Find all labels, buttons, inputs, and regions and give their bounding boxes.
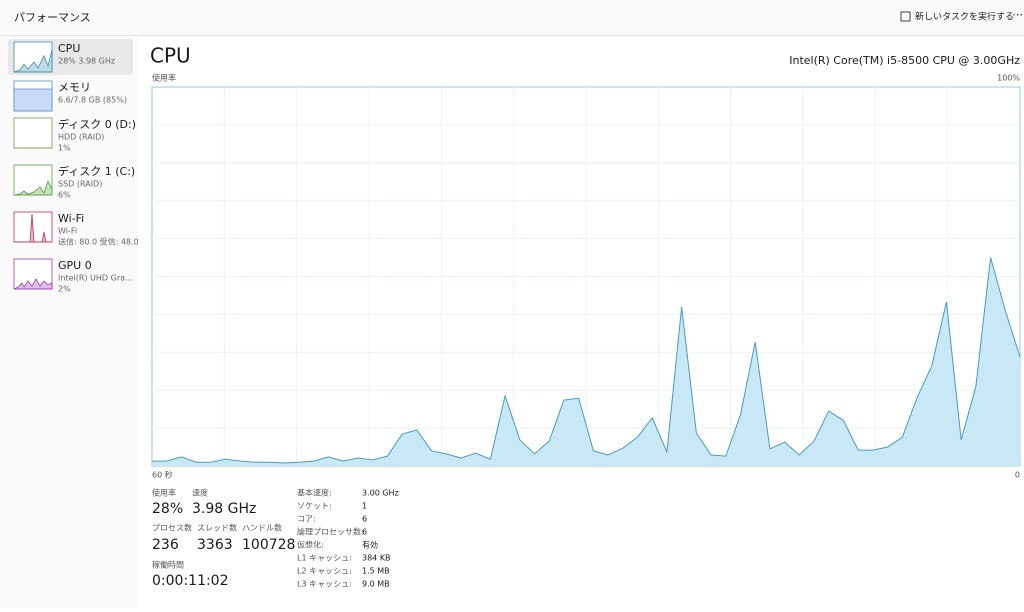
detail-value: 9.0 MB xyxy=(362,580,390,589)
thumbnail-graph xyxy=(13,278,53,290)
page-title: パフォーマンス xyxy=(14,11,91,24)
item-detail: 1% xyxy=(58,144,71,153)
stat-label: 速度 xyxy=(192,488,208,498)
thumbnail-graph xyxy=(13,49,53,73)
stat-label: ハンドル数 xyxy=(242,523,282,533)
detail-value: 6 xyxy=(362,528,367,537)
item-name: メモリ xyxy=(58,81,91,94)
item-name: ディスク 1 (C:) xyxy=(58,164,135,178)
item-detail: HDD (RAID) xyxy=(58,133,104,142)
detail-value: 3.00 GHz xyxy=(362,489,399,498)
run-task-icon[interactable] xyxy=(900,11,911,22)
stat-value: 100728 xyxy=(242,537,295,553)
item-detail: 6.6/7.8 GB (85%) xyxy=(58,96,127,105)
item-detail: 28% 3.98 GHz xyxy=(58,57,115,66)
detail-label: L1 キャッシュ: xyxy=(297,554,352,563)
thumbnail-graph xyxy=(13,88,53,112)
item-name: ディスク 0 (D:) xyxy=(58,117,136,131)
x-left-label: 60 秒 xyxy=(152,470,173,480)
thumbnail-graph xyxy=(14,213,52,243)
detail-value: 1 xyxy=(362,502,367,511)
detail-value: 有効 xyxy=(362,540,378,550)
item-detail: Wi-Fi xyxy=(58,227,77,236)
item-detail: 送信: 80.0 受信: 48.0 xyxy=(58,237,139,247)
cpu-name: Intel(R) Core(TM) i5-8500 CPU @ 3.00GHz xyxy=(789,54,1020,67)
detail-label: コア: xyxy=(297,515,316,524)
more-button[interactable]: ⋯ xyxy=(1012,8,1023,21)
detail-label: L3 キャッシュ: xyxy=(297,580,352,589)
item-detail: 2% xyxy=(58,285,71,294)
detail-value: 6 xyxy=(362,515,367,524)
stat-value: 3363 xyxy=(197,537,233,553)
item-detail: 6% xyxy=(58,191,71,200)
stat-label: スレッド数 xyxy=(197,523,237,533)
item-detail: Intel(R) UHD Gra... xyxy=(58,274,133,283)
item-name: Wi-Fi xyxy=(58,212,84,225)
stat-label: プロセス数 xyxy=(152,523,192,533)
sidebar: CPU 28% 3.98 GHz メモリ 6.6/7.8 GB (85%) ディスク 0… xyxy=(13,41,139,294)
run-task-button[interactable]: 新しいタスクを実行する xyxy=(915,11,1014,23)
stat-value: 28% xyxy=(152,501,183,517)
x-right-label: 0 xyxy=(1015,471,1020,480)
item-name: CPU xyxy=(58,42,80,55)
detail-label: L2 キャッシュ: xyxy=(297,567,352,576)
thumbnail-graph xyxy=(13,179,53,196)
stat-label: 使用率 xyxy=(152,488,176,498)
sidebar-item[interactable]: ディスク 1 (C:) SSD (RAID) 6% xyxy=(13,164,135,200)
stat-value: 236 xyxy=(152,537,179,553)
detail-label: 基本速度: xyxy=(297,488,332,498)
stat-value: 0:00:11:02 xyxy=(152,573,229,589)
detail-value: 1.5 MB xyxy=(362,567,390,576)
main-title: CPU xyxy=(150,44,191,68)
sidebar-item[interactable]: GPU 0 Intel(R) UHD Gra... 2% xyxy=(13,258,133,294)
sidebar-item[interactable]: CPU 28% 3.98 GHz xyxy=(13,41,115,73)
detail-label: ソケット: xyxy=(297,502,332,511)
cpu-area xyxy=(152,257,1020,466)
sidebar-item[interactable]: ディスク 0 (D:) HDD (RAID) 1% xyxy=(13,117,136,153)
detail-value: 384 KB xyxy=(362,554,391,563)
detail-label: 仮想化: xyxy=(297,540,324,550)
item-name: GPU 0 xyxy=(58,259,92,272)
thumbnail-frame xyxy=(13,117,53,149)
cpu-line xyxy=(152,257,1021,464)
stat-value: 3.98 GHz xyxy=(192,501,256,517)
sidebar-item[interactable]: メモリ 6.6/7.8 GB (85%) xyxy=(13,80,127,112)
item-detail: SSD (RAID) xyxy=(58,180,102,189)
y-top-label: 100% xyxy=(997,74,1020,83)
y-label: 使用率 xyxy=(152,73,176,83)
detail-label: 論理プロセッサ数: xyxy=(297,527,364,537)
stat-label: 稼働時間 xyxy=(152,560,184,570)
cpu-chart xyxy=(151,86,1021,467)
